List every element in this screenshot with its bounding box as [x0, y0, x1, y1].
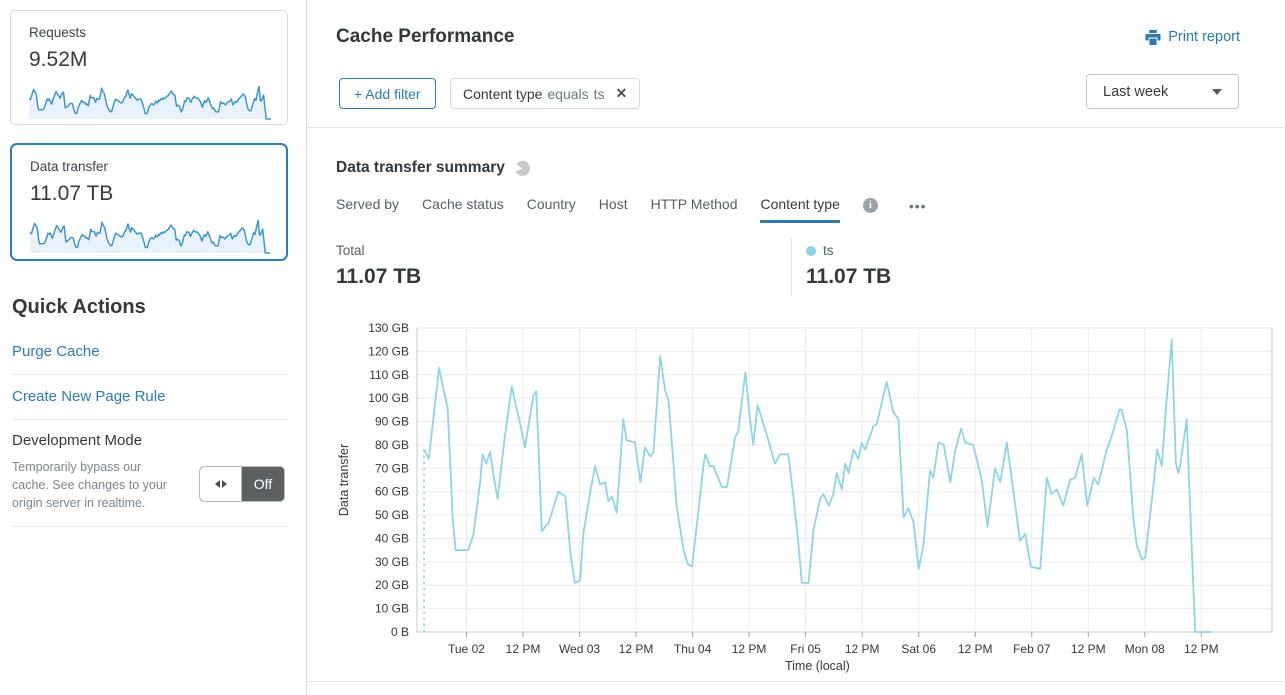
data-transfer-chart: 0 B 10 GB 20 GB 30 GB 40 GB 50 GB 60 GB 70 GB 80… [315, 315, 1280, 685]
svg-text:Fri 05: Fri 05 [790, 642, 821, 656]
development-mode-toggle[interactable]: Off [199, 466, 285, 502]
sidebar: Requests 9.52M Data transfer 11.07 TB Qu… [0, 0, 306, 695]
total-block: Total 11.07 TB [336, 243, 421, 289]
svg-text:Feb 07: Feb 07 [1013, 642, 1051, 656]
line-chart-canvas: 0 B 10 GB 20 GB 30 GB 40 GB 50 GB 60 GB 70 GB 80… [337, 321, 1273, 673]
svg-text:30 GB: 30 GB [375, 555, 409, 569]
total-value: 11.07 TB [336, 265, 422, 288]
svg-text:90 GB: 90 GB [375, 415, 409, 429]
print-report-label: Print report [1168, 29, 1240, 45]
svg-text:Thu 04: Thu 04 [674, 642, 712, 656]
metric-card-value: 11.07 TB [30, 182, 114, 205]
info-icon[interactable]: i [862, 198, 878, 213]
requests-sparkline-chart [29, 85, 271, 120]
more-tabs-ellipsis[interactable]: ••• [908, 197, 927, 214]
metric-card-value: 9.52M [29, 48, 88, 71]
svg-text:0 B: 0 B [391, 625, 409, 639]
loading-pie-icon [514, 160, 530, 176]
svg-text:Time (local): Time (local) [785, 659, 850, 673]
development-mode-description: Temporarily bypass our cache. See change… [12, 460, 167, 510]
divider [12, 374, 288, 375]
filter-remove-icon[interactable]: ✕ [615, 85, 628, 101]
development-mode-section: Development Mode Temporarily bypass our … [12, 420, 288, 526]
svg-text:12 PM: 12 PM [958, 642, 993, 656]
legend-series-ts: ts 11.07 TB [806, 243, 891, 289]
svg-text:110 GB: 110 GB [369, 368, 409, 382]
add-filter-button[interactable]: + Add filter [339, 78, 436, 109]
svg-text:Sat 06: Sat 06 [901, 642, 936, 656]
svg-text:120 GB: 120 GB [368, 344, 409, 358]
svg-text:12 PM: 12 PM [845, 642, 880, 656]
svg-text:70 GB: 70 GB [375, 461, 409, 475]
divider [12, 526, 288, 527]
filter-field: Content type [463, 85, 543, 102]
divider [307, 681, 1285, 682]
toggle-left-arrow-icon [214, 480, 220, 488]
svg-text:12 PM: 12 PM [1071, 642, 1106, 656]
summary-header: Data transfer summary [336, 159, 530, 177]
tab-cache-status[interactable]: Cache status [422, 196, 504, 212]
page-title: Cache Performance [336, 26, 515, 47]
divider [307, 127, 1285, 128]
toggle-state-label: Off [253, 476, 273, 492]
tab-content-type[interactable]: Content type [760, 196, 840, 223]
svg-text:40 GB: 40 GB [375, 531, 409, 545]
svg-text:12 PM: 12 PM [1184, 642, 1219, 656]
print-report-link[interactable]: Print report [1145, 29, 1240, 45]
sidebar-main-divider [306, 0, 307, 695]
svg-text:100 GB: 100 GB [368, 391, 409, 405]
summary-title: Data transfer summary [336, 159, 505, 176]
toggle-right-arrow-icon [221, 480, 227, 488]
dimension-tabs: Served by Cache status Country Host HTTP Met… [336, 196, 927, 223]
toggle-knob-icon[interactable] [200, 467, 242, 501]
series-color-dot-icon [806, 245, 816, 256]
svg-text:60 GB: 60 GB [375, 485, 409, 499]
svg-text:50 GB: 50 GB [375, 508, 409, 522]
quick-action-link-purge-cache[interactable]: Purge Cache [12, 343, 100, 360]
filter-chip-content-type[interactable]: Content type equals ts ✕ [450, 78, 641, 109]
tab-host[interactable]: Host [598, 196, 628, 212]
series-name: ts [823, 243, 834, 258]
filter-value: ts [593, 85, 605, 102]
tab-served-by[interactable]: Served by [336, 196, 400, 212]
series-value: 11.07 TB [806, 265, 892, 288]
svg-text:Wed 03: Wed 03 [559, 642, 600, 656]
svg-text:12 PM: 12 PM [619, 642, 654, 656]
total-label: Total [336, 243, 365, 258]
chevron-down-icon [1212, 88, 1222, 95]
time-range-select[interactable]: Last week [1086, 74, 1239, 109]
metric-card-label: Data transfer [30, 159, 109, 174]
svg-text:Mon 08: Mon 08 [1125, 642, 1165, 656]
divider [791, 238, 792, 296]
metric-card-requests[interactable]: Requests 9.52M [10, 10, 288, 125]
tab-country[interactable]: Country [526, 196, 576, 212]
svg-text:10 GB: 10 GB [375, 602, 409, 616]
svg-text:130 GB: 130 GB [368, 321, 409, 335]
svg-text:12 PM: 12 PM [732, 642, 767, 656]
tab-http-method[interactable]: HTTP Method [650, 196, 738, 212]
development-mode-title: Development Mode [12, 432, 143, 449]
time-range-value: Last week [1103, 83, 1169, 100]
quick-action-link-create-new-page-rule[interactable]: Create New Page Rule [12, 388, 166, 405]
svg-text:80 GB: 80 GB [375, 438, 409, 452]
svg-text:12 PM: 12 PM [506, 642, 541, 656]
divider [12, 419, 288, 420]
metric-card-label: Requests [29, 25, 87, 40]
quick-actions-title: Quick Actions [12, 296, 146, 318]
filter-operator: equals [547, 85, 589, 102]
svg-text:Data transfer: Data transfer [337, 444, 351, 516]
quick-actions: Purge Cache Create New Page Rule Developm… [12, 330, 288, 527]
printer-icon [1145, 29, 1161, 45]
data-transfer-sparkline-chart [30, 219, 270, 254]
svg-text:20 GB: 20 GB [375, 578, 409, 592]
svg-text:Tue 02: Tue 02 [448, 642, 485, 656]
metric-card-data-transfer[interactable]: Data transfer 11.07 TB [10, 143, 288, 261]
